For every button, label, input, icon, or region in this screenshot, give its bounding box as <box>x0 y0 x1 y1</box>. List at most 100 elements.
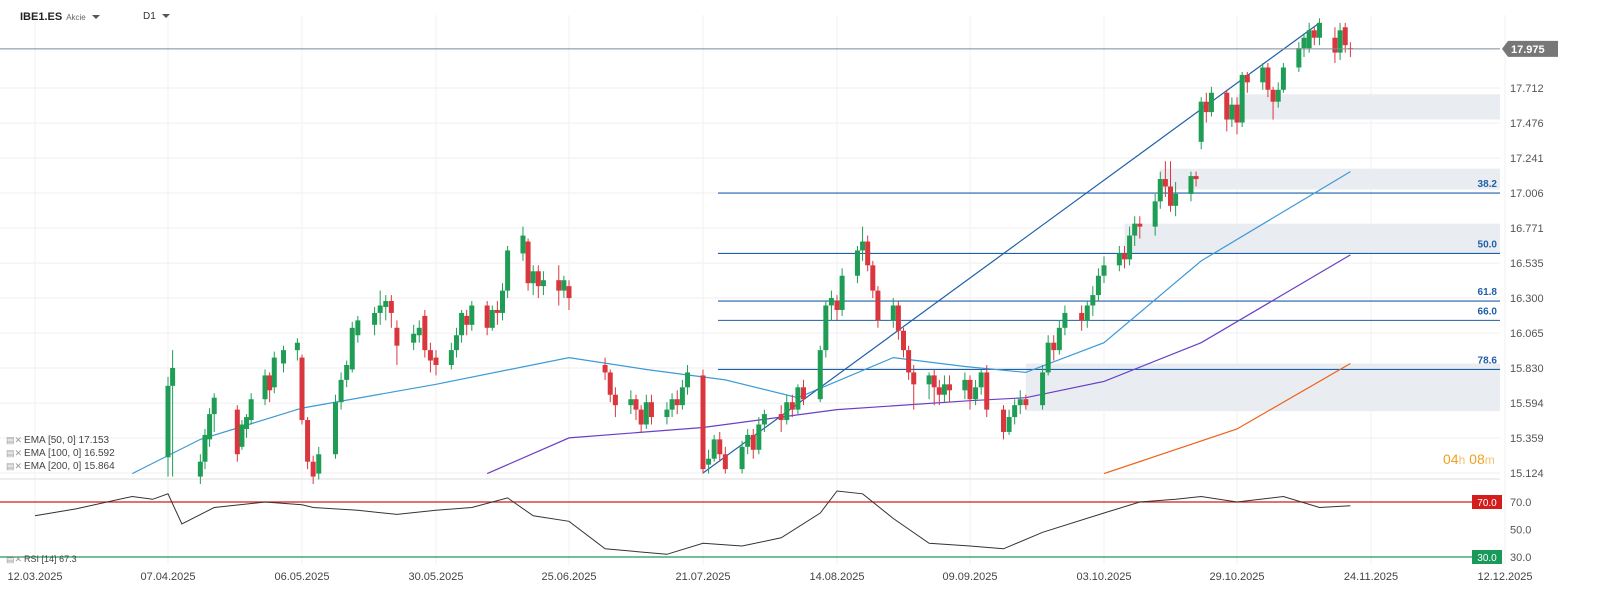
symbol-type: Akcie <box>66 13 86 22</box>
candle <box>530 265 536 296</box>
ema100-legend[interactable]: ▤✕ EMA [100, 0] 16.592 <box>6 448 115 459</box>
candle-body <box>664 409 670 418</box>
candle-body <box>648 402 654 418</box>
candle-body <box>411 333 417 343</box>
candle-body <box>801 387 806 400</box>
settings-icon[interactable]: ▤✕ <box>6 461 23 471</box>
candle-body <box>305 420 311 462</box>
candle <box>795 384 801 415</box>
y-tick-label: 16.771 <box>1510 223 1544 235</box>
candle <box>299 354 305 425</box>
candle <box>294 338 300 361</box>
zone-rect <box>1025 363 1500 412</box>
candle <box>202 428 208 470</box>
candle <box>834 295 840 321</box>
rsi-overbought-badge <box>1472 495 1502 509</box>
candle-body <box>1275 89 1281 102</box>
chevron-down-icon[interactable] <box>91 15 100 20</box>
candle-body <box>1006 417 1012 432</box>
symbol-selector[interactable]: IBE1.ES Akcie <box>20 11 100 23</box>
candle <box>383 295 389 321</box>
candle-body <box>484 305 490 328</box>
candle-body <box>1280 67 1286 90</box>
rsi-legend[interactable]: ▤✕ RSI [14] 67.3 <box>6 554 77 564</box>
candle-body <box>638 409 644 425</box>
candle-body <box>1012 405 1018 418</box>
candle-body <box>1234 104 1240 123</box>
candle-body <box>1023 399 1029 406</box>
candle <box>901 327 906 358</box>
candle-body <box>234 409 240 455</box>
candle-body <box>750 434 756 450</box>
candle-body <box>170 367 176 386</box>
candle <box>801 379 806 406</box>
candle-body <box>416 327 422 336</box>
candle-body <box>299 357 305 421</box>
candle-body <box>1311 30 1317 38</box>
candle-body <box>1208 92 1214 113</box>
candle <box>973 379 979 406</box>
candle-body <box>1168 186 1173 206</box>
candle <box>422 309 428 358</box>
candle-body <box>967 379 973 400</box>
ema-line <box>1103 362 1351 475</box>
candle <box>377 290 383 325</box>
candle-body <box>926 375 932 385</box>
candle-body <box>1101 265 1107 276</box>
candle-body <box>1270 89 1276 102</box>
candle-body <box>202 434 208 462</box>
candle-body <box>1132 223 1138 236</box>
candle-body <box>1296 48 1302 68</box>
candle-body <box>505 250 511 291</box>
candle-body <box>422 315 428 351</box>
candle <box>1040 364 1046 410</box>
candle <box>633 394 639 421</box>
settings-icon[interactable]: ▤✕ <box>6 435 23 445</box>
candle <box>1239 71 1245 127</box>
candle <box>459 309 465 343</box>
chevron-down-icon[interactable] <box>161 14 170 19</box>
candle-body <box>669 399 675 410</box>
x-tick-label: 24.11.2025 <box>1344 571 1398 583</box>
candle-body <box>739 446 745 470</box>
candle <box>234 405 240 462</box>
candle <box>1023 394 1029 410</box>
candle-body <box>823 305 829 351</box>
candle <box>1012 399 1018 425</box>
candle <box>281 345 287 373</box>
settings-icon[interactable]: ▤✕ <box>6 554 23 564</box>
y-tick-label: 17.241 <box>1510 153 1544 165</box>
candle <box>394 320 400 365</box>
candle-body <box>834 301 840 310</box>
x-tick-label: 21.07.2025 <box>675 571 730 583</box>
candle <box>525 238 531 291</box>
candle <box>1311 27 1317 46</box>
candle-body <box>1062 312 1068 328</box>
x-tick-label: 07.04.2025 <box>140 571 195 583</box>
candle-body <box>962 379 968 391</box>
candle <box>1090 286 1096 316</box>
candle-body <box>722 454 728 470</box>
ema200-legend[interactable]: ▤✕ EMA [200, 0] 15.864 <box>6 461 115 472</box>
candle <box>344 360 350 388</box>
candle <box>1347 42 1353 58</box>
timeframe-selector[interactable]: D1 <box>143 11 170 22</box>
settings-icon[interactable]: ▤✕ <box>6 448 23 458</box>
candle <box>1079 305 1085 331</box>
candle <box>1001 405 1006 440</box>
candle <box>305 417 311 470</box>
zone-rect <box>1160 168 1500 190</box>
candle-body <box>540 280 546 287</box>
candles: 17.975 <box>0 18 1558 485</box>
candle <box>739 440 745 474</box>
ema50-legend[interactable]: ▤✕ EMA [50, 0] 17.153 <box>6 435 110 446</box>
candle <box>1316 18 1322 46</box>
x-tick-label: 14.08.2025 <box>809 571 864 583</box>
candle <box>469 301 475 331</box>
candle-body <box>1337 30 1343 53</box>
candle-body <box>1040 372 1046 406</box>
rsi-oversold-badge-label: 30.0 <box>1477 553 1497 564</box>
candle <box>674 390 680 415</box>
candle-countdown: 04h 08m <box>1443 451 1495 467</box>
